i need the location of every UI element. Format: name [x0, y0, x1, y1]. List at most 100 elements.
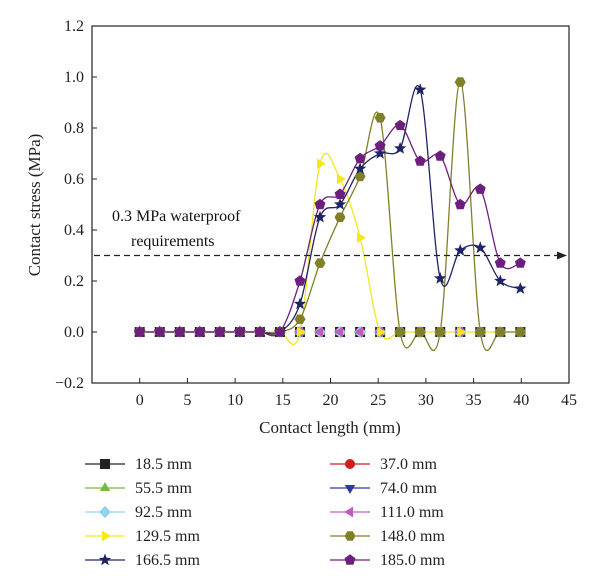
threshold-line-group	[94, 251, 567, 260]
data-point-s9-6	[254, 326, 266, 337]
legend-label-3: 74.0 mm	[380, 480, 437, 497]
y-tick-label-1: 0.0	[64, 324, 84, 341]
legend-label-8: 166.5 mm	[135, 552, 200, 569]
axis-titles: Contact length (mm) Contact stress (MPa)	[25, 134, 401, 437]
data-point-s7-16	[454, 77, 466, 87]
data-point-s9-2	[174, 326, 186, 337]
data-point-s9-7	[274, 326, 286, 337]
legend-label-4: 92.5 mm	[135, 504, 192, 521]
legend-item-3: 74.0 mm	[330, 480, 437, 497]
x-tick-label-8: 40	[513, 392, 529, 409]
legend-marker-4	[99, 506, 111, 518]
series-2-points	[134, 326, 526, 335]
data-point-s8-17	[474, 241, 487, 254]
data-point-s9-10	[334, 188, 346, 199]
data-point-s8-15	[434, 271, 447, 284]
data-point-s9-17	[474, 183, 486, 194]
series-3-points	[134, 329, 526, 338]
data-point-s8-10	[333, 198, 347, 210]
x-tick-label-3: 15	[275, 392, 291, 409]
data-point-s9-0	[134, 326, 146, 337]
data-point-s8-18	[494, 274, 507, 287]
data-point-s9-9	[314, 198, 326, 210]
legend-label-1: 37.0 mm	[380, 456, 437, 473]
legend-item-6: 129.5 mm	[85, 528, 200, 545]
data-point-s8-16	[454, 243, 467, 256]
data-point-s7-11	[354, 171, 366, 182]
legend-item-5: 111.0 mm	[330, 504, 444, 521]
data-point-s9-1	[154, 326, 166, 337]
data-point-s9-3	[194, 326, 206, 337]
x-tick-label-1: 5	[183, 392, 191, 409]
legend-marker-3	[344, 485, 356, 494]
data-point-s6-8	[297, 326, 306, 338]
data-point-s8-9	[313, 210, 327, 223]
data-point-s5-9	[314, 326, 323, 338]
data-point-s7-15	[434, 327, 446, 337]
legend-marker-7	[344, 531, 356, 541]
x-axis-title: Contact length (mm)	[259, 418, 401, 437]
data-point-s9-12	[374, 140, 386, 151]
legend-label-2: 55.5 mm	[135, 480, 192, 497]
y-axis-title: Contact stress (MPa)	[25, 134, 44, 277]
data-point-s5-10	[334, 326, 343, 338]
x-tick-label-6: 30	[418, 392, 434, 409]
legend-marker-6	[102, 530, 111, 542]
data-point-s6-9	[317, 158, 326, 169]
y-tick-label-2: 0.2	[64, 273, 84, 290]
data-point-s6-12	[377, 326, 387, 338]
legend-label-0: 18.5 mm	[135, 456, 192, 473]
y-tick-label-0: −0.2	[55, 375, 84, 392]
data-point-s6-10	[337, 173, 346, 185]
data-point-s7-13	[394, 327, 406, 337]
data-point-s8-14	[414, 83, 427, 95]
annotation-line2: requirements	[131, 233, 215, 250]
x-tick-label-9: 45	[561, 392, 577, 409]
annotation-line1: 0.3 MPa waterproof	[112, 208, 241, 225]
x-tick-label-5: 25	[370, 392, 386, 409]
data-point-s9-5	[234, 326, 246, 337]
legend-label-5: 111.0 mm	[380, 504, 444, 521]
data-point-s9-16	[454, 198, 466, 210]
data-point-s7-18	[494, 327, 506, 337]
series-9-points	[134, 119, 526, 337]
legend-marker-8	[98, 553, 112, 566]
x-tick-label-2: 10	[227, 392, 243, 409]
series-markers	[133, 77, 527, 338]
legend-item-2: 55.5 mm	[85, 480, 192, 497]
legend-marker-1	[345, 459, 355, 469]
y-tick-label-5: 0.8	[64, 120, 84, 137]
data-point-s8-13	[394, 141, 407, 154]
y-tick-label-6: 1.0	[64, 69, 84, 86]
x-tick-label-4: 20	[323, 392, 339, 409]
data-point-s7-14	[414, 327, 426, 337]
data-point-s5-11	[354, 326, 364, 338]
y-tick-label-3: 0.4	[64, 222, 84, 239]
threshold-arrow-icon	[557, 251, 567, 260]
data-point-s7-17	[474, 327, 486, 337]
data-point-s7-19	[514, 327, 526, 337]
data-point-s6-11	[357, 232, 367, 243]
data-point-s9-18	[494, 257, 506, 268]
data-point-s7-10	[334, 212, 346, 222]
data-point-s9-14	[414, 155, 426, 166]
legend-item-0: 18.5 mm	[85, 456, 192, 473]
legend-marker-2	[99, 482, 111, 491]
data-point-s6-16	[457, 326, 467, 338]
axis-ticks: 0 5 10 15 20 25 30 35 40 45 −0.2 0.0 0.2 0.4 0.6 0.8 1.0…	[55, 18, 577, 409]
legend-marker-5	[344, 506, 353, 518]
legend-label-6: 129.5 mm	[135, 528, 200, 545]
data-point-s8-11	[353, 162, 367, 175]
data-point-s9-19	[514, 257, 526, 268]
x-tick-label-0: 0	[136, 392, 144, 409]
legend-item-9: 185.0 mm	[330, 552, 445, 569]
data-point-s7-9	[314, 258, 326, 268]
data-point-s9-4	[214, 326, 226, 337]
data-point-s9-15	[434, 150, 446, 161]
data-point-s7-8	[294, 314, 306, 324]
annotation-group: 0.3 MPa waterproof requirements	[112, 208, 241, 250]
legend-item-4: 92.5 mm	[85, 504, 192, 521]
legend-marker-9	[344, 554, 356, 565]
data-point-s9-11	[354, 152, 366, 164]
data-point-s9-8	[294, 275, 306, 286]
